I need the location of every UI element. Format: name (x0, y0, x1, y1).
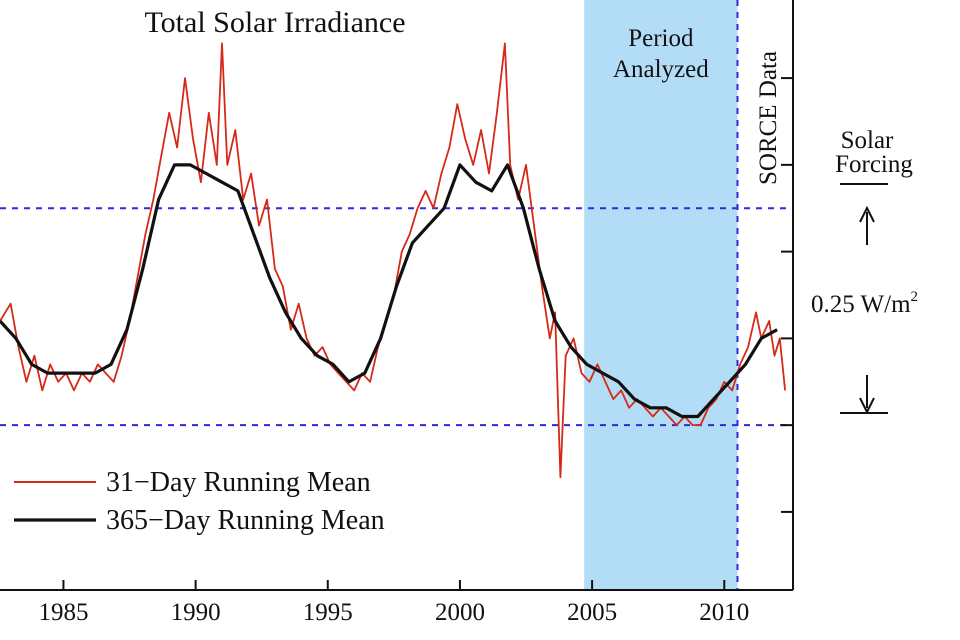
x-tick-label-2010: 2010 (699, 599, 749, 626)
x-tick-label-1995: 1995 (303, 599, 353, 626)
x-tick-label-2000: 2000 (435, 599, 485, 626)
legend: 31−Day Running Mean 365−Day Running Mean (14, 467, 385, 536)
forcing-amount-label: 0.25 W/m2 (811, 289, 918, 318)
legend-label-365-day: 365−Day Running Mean (106, 505, 385, 536)
chart-title: Total Solar Irradiance (144, 6, 405, 39)
period-analyzed-region (584, 0, 738, 590)
x-ticks: 1985 1990 1995 2000 2005 2010 (38, 580, 749, 626)
x-tick-label-1985: 1985 (38, 599, 88, 626)
up-arrow-icon (859, 205, 875, 245)
down-arrow-icon (859, 375, 875, 415)
x-tick-label-2005: 2005 (567, 599, 617, 626)
right-axis-ticks (781, 77, 793, 513)
period-label-line1: Period (628, 25, 694, 52)
sorce-data-label: SORCE Data (755, 51, 782, 185)
period-label-line2: Analyzed (613, 56, 709, 83)
solar-forcing-label-line1: Solar (841, 127, 894, 154)
series-365-day-line (0, 163, 778, 419)
legend-label-31-day: 31−Day Running Mean (106, 467, 371, 498)
solar-forcing-label-line2: Forcing (835, 151, 913, 178)
x-tick-label-1990: 1990 (171, 599, 221, 626)
